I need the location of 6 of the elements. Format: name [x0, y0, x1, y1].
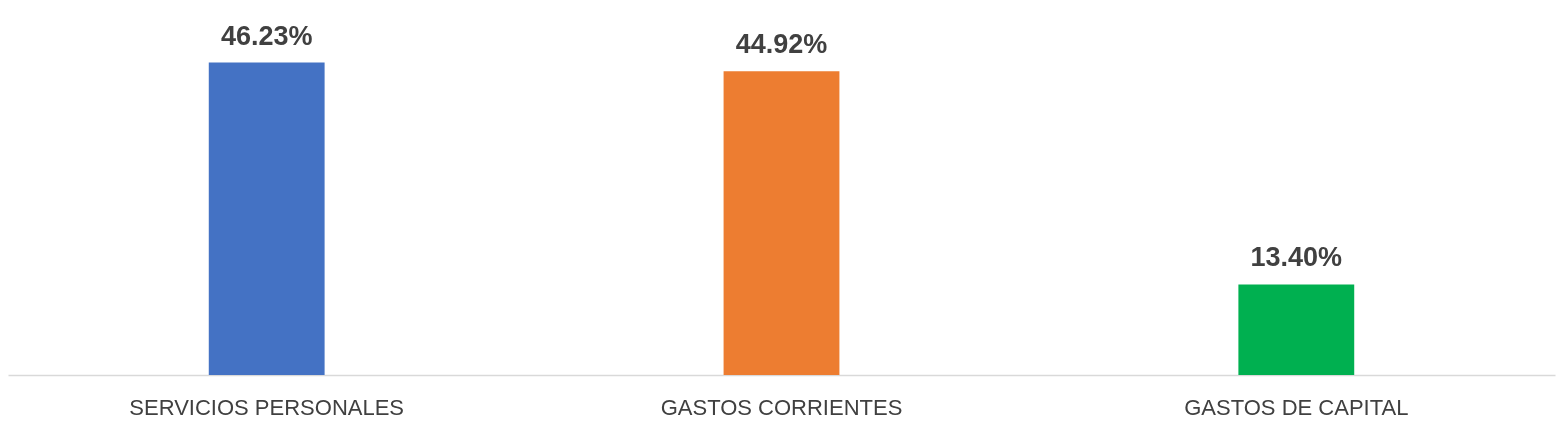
x-tick-label: GASTOS CORRIENTES [660, 394, 903, 420]
x-tick-label: GASTOS DE CAPITAL [1184, 394, 1409, 420]
x-tick-label: SERVICIOS PERSONALES [129, 394, 405, 420]
data-label: 44.92% [735, 29, 828, 60]
data-label: 46.23% [220, 20, 313, 51]
data-label: 13.40% [1250, 242, 1343, 273]
